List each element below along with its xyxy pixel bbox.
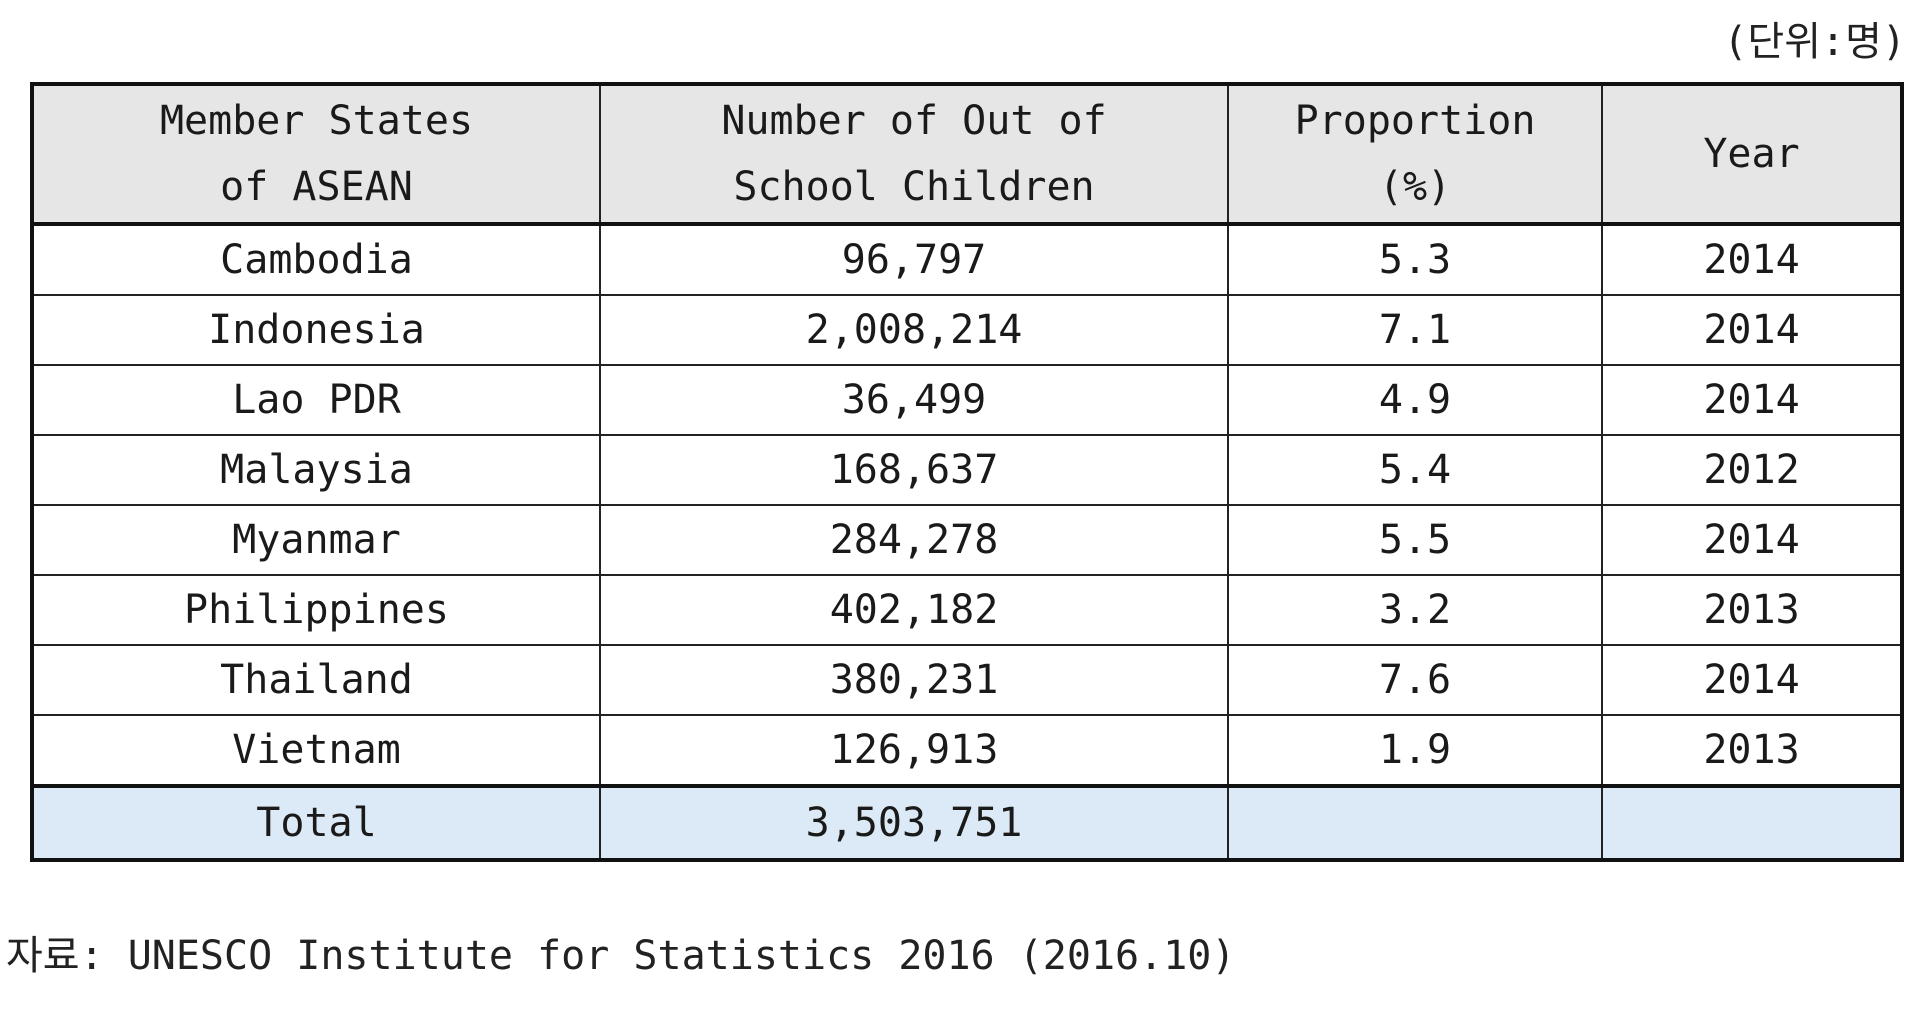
header-line: (%) <box>1378 164 1452 210</box>
header-line: Member States <box>159 98 474 144</box>
cell-proportion: 5.5 <box>1227 504 1603 576</box>
cell-state: Lao PDR <box>31 364 601 436</box>
header-row: Member States of ASEAN Number of Out of … <box>31 83 1903 226</box>
cell-year: 2013 <box>1601 574 1903 646</box>
cell-proportion: 3.2 <box>1227 574 1603 646</box>
header-line: Proportion <box>1294 98 1536 144</box>
cell-state: Cambodia <box>31 223 601 296</box>
table-row: Myanmar 284,278 5.5 2014 <box>31 504 1903 576</box>
table-row: Indonesia 2,008,214 7.1 2014 <box>31 294 1903 366</box>
total-proportion <box>1227 784 1603 861</box>
total-label: Total <box>31 784 601 861</box>
cell-proportion: 4.9 <box>1227 364 1603 436</box>
source-text: UNESCO Institute for Statistics 2016 (20… <box>127 933 1236 979</box>
cell-year: 2014 <box>1601 294 1903 366</box>
header-member-states: Member States of ASEAN <box>31 83 601 226</box>
table-body: Cambodia 96,797 5.3 2014 Indonesia 2,008… <box>31 223 1903 787</box>
source-note: 자료: UNESCO Institute for Statistics 2016 … <box>6 928 1235 984</box>
header-line: School Children <box>733 164 1095 210</box>
cell-state: Malaysia <box>31 434 601 506</box>
cell-year: 2014 <box>1601 364 1903 436</box>
table-footer: Total 3,503,751 <box>31 784 1903 861</box>
cell-number: 380,231 <box>599 644 1229 716</box>
table-row: Malaysia 168,637 5.4 2012 <box>31 434 1903 506</box>
header-line: Year <box>1703 131 1800 177</box>
total-number: 3,503,751 <box>599 784 1229 861</box>
cell-number: 284,278 <box>599 504 1229 576</box>
table-row: Cambodia 96,797 5.3 2014 <box>31 223 1903 296</box>
asean-out-of-school-table: Member States of ASEAN Number of Out of … <box>30 82 1904 862</box>
cell-number: 2,008,214 <box>599 294 1229 366</box>
header-line: of ASEAN <box>220 164 413 210</box>
cell-proportion: 5.4 <box>1227 434 1603 506</box>
cell-proportion: 7.6 <box>1227 644 1603 716</box>
cell-state: Indonesia <box>31 294 601 366</box>
table-row: Vietnam 126,913 1.9 2013 <box>31 714 1903 787</box>
unit-label: (단위:명) <box>1723 19 1906 65</box>
table-row: Philippines 402,182 3.2 2013 <box>31 574 1903 646</box>
cell-year: 2012 <box>1601 434 1903 506</box>
total-row: Total 3,503,751 <box>31 784 1903 861</box>
cell-proportion: 7.1 <box>1227 294 1603 366</box>
cell-proportion: 1.9 <box>1227 714 1603 787</box>
total-year <box>1601 784 1903 861</box>
cell-state: Vietnam <box>31 714 601 787</box>
header-number-out-of-school: Number of Out of School Children <box>599 83 1229 226</box>
cell-year: 2014 <box>1601 504 1903 576</box>
cell-number: 126,913 <box>599 714 1229 787</box>
cell-number: 402,182 <box>599 574 1229 646</box>
cell-state: Philippines <box>31 574 601 646</box>
cell-proportion: 5.3 <box>1227 223 1603 296</box>
cell-state: Thailand <box>31 644 601 716</box>
header-year: Year <box>1601 83 1903 226</box>
cell-number: 96,797 <box>599 223 1229 296</box>
cell-year: 2014 <box>1601 644 1903 716</box>
header-line: Number of Out of <box>721 98 1107 144</box>
cell-number: 36,499 <box>599 364 1229 436</box>
source-label: 자료: <box>6 933 104 979</box>
table-row: Thailand 380,231 7.6 2014 <box>31 644 1903 716</box>
header-proportion: Proportion (%) <box>1227 83 1603 226</box>
cell-state: Myanmar <box>31 504 601 576</box>
cell-year: 2013 <box>1601 714 1903 787</box>
cell-number: 168,637 <box>599 434 1229 506</box>
table-header: Member States of ASEAN Number of Out of … <box>31 83 1903 226</box>
table-row: Lao PDR 36,499 4.9 2014 <box>31 364 1903 436</box>
cell-year: 2014 <box>1601 223 1903 296</box>
